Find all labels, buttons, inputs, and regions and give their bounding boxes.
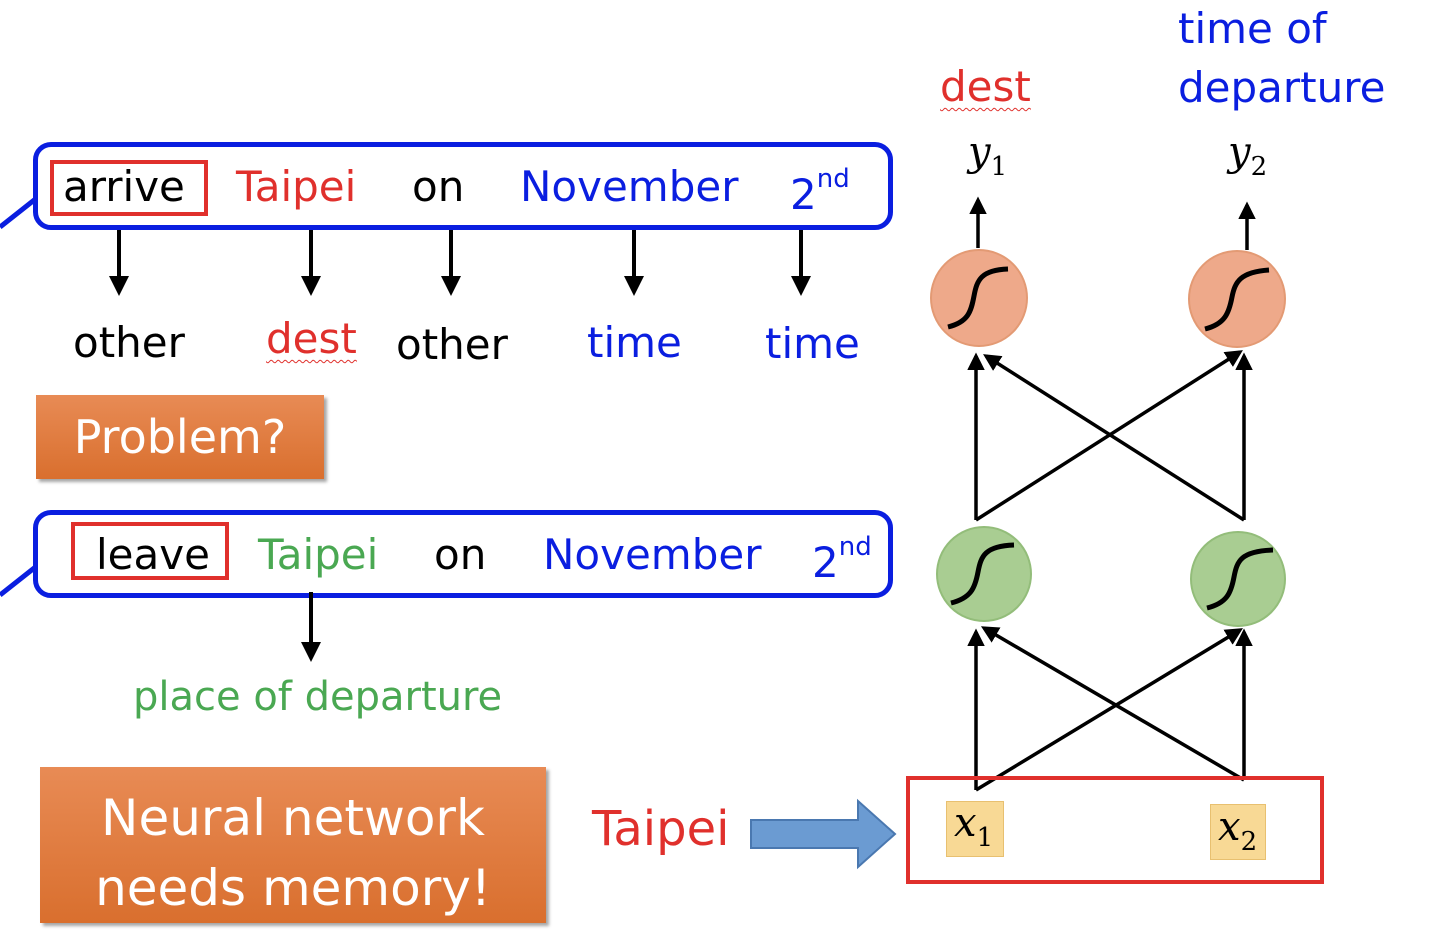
tag-time-1: time: [587, 318, 682, 367]
keyword-box-arrive: [50, 160, 208, 216]
word-2nd-2: 2nd: [812, 532, 872, 587]
sigmoid-icon: [950, 542, 1015, 606]
output-y2-symbol: y2: [1228, 129, 1268, 182]
input-layer-frame: [906, 776, 1324, 884]
tag-other-1: other: [73, 318, 185, 367]
input-x1: [946, 801, 1004, 857]
tag-time-2: time: [765, 319, 860, 368]
output-label-dest: dest: [940, 62, 1031, 111]
problem-label: Problem?: [36, 395, 324, 479]
word-on: on: [412, 162, 465, 211]
sigmoid-icon: [1206, 547, 1274, 611]
word-november: November: [520, 162, 739, 211]
tag-other-2: other: [396, 320, 508, 369]
word-arrive: arrive: [63, 162, 185, 211]
connection-h2-o1: [983, 354, 1245, 522]
input-word-taipei: Taipei: [592, 801, 730, 857]
word-leave: leave: [96, 530, 210, 579]
hidden-neuron-1: [936, 526, 1032, 622]
word-on-2: on: [434, 530, 487, 579]
input-x2-symbol: x2: [1218, 804, 1258, 857]
input-x2: [1210, 804, 1266, 860]
word-2nd: 2nd: [790, 164, 850, 219]
connection-h1-o2: [975, 350, 1243, 522]
output-y1-symbol: y1: [968, 129, 1008, 182]
tag-arrows-1: [109, 230, 811, 296]
connection-x2-h1: [980, 626, 1245, 782]
output-neuron-2: [1188, 250, 1286, 348]
tag-dest: dest: [266, 314, 357, 363]
output-neuron-1: [930, 249, 1028, 347]
block-arrow-icon: [750, 798, 897, 870]
word-taipei-2: Taipei: [258, 530, 379, 579]
sigmoid-icon: [1204, 267, 1270, 332]
tag-arrow-2: [301, 592, 321, 662]
keyword-box-leave: [71, 522, 229, 580]
connection-x1-h2: [975, 628, 1243, 792]
word-taipei: Taipei: [236, 162, 357, 211]
word-november-2: November: [543, 530, 762, 579]
tag-place-of-departure: place of departure: [133, 674, 503, 720]
output-label-departure: departure: [1178, 63, 1386, 112]
sigmoid-icon: [947, 266, 1009, 330]
hidden-neuron-2: [1190, 531, 1286, 627]
input-x1-symbol: x1: [954, 800, 994, 853]
memory-label: Neural network needs memory!: [40, 767, 546, 923]
output-label-time-of: time of: [1178, 4, 1327, 53]
